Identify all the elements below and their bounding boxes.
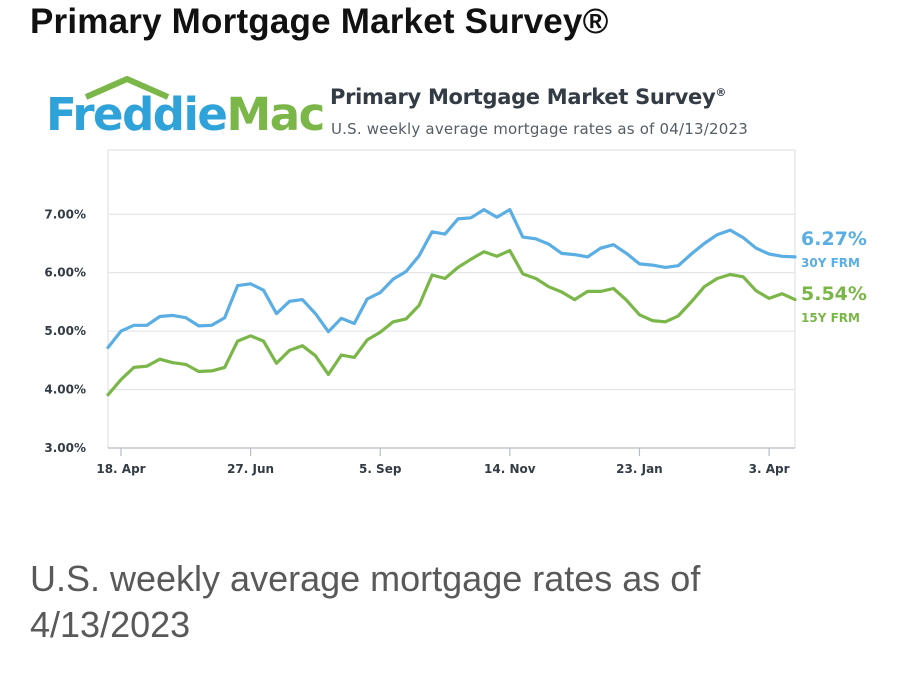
caption-line-1: U.S. weekly average mortgage rates as of	[30, 558, 701, 599]
series-line-0	[106, 208, 797, 350]
series-name: 15Y FRM	[801, 311, 860, 325]
x-tick-label: 5. Sep	[359, 462, 402, 476]
series-end-value: 6.27%	[801, 228, 867, 250]
x-tick-label: 14. Nov	[484, 462, 536, 476]
series-end-value: 5.54%	[801, 283, 867, 305]
page-title: Primary Mortgage Market Survey®	[30, 2, 609, 41]
registered-mark: ®	[715, 86, 727, 99]
x-tick-label: 3. Apr	[749, 462, 790, 476]
y-tick-label: 6.00%	[44, 266, 86, 280]
series-line-1	[106, 248, 797, 397]
series-name: 30Y FRM	[801, 256, 860, 270]
caption: U.S. weekly average mortgage rates as of…	[30, 556, 830, 648]
logo-wordmark: FreddieMac	[46, 88, 325, 141]
y-tick-label: 4.00%	[44, 383, 86, 397]
caption-line-2: 4/13/2023	[30, 604, 191, 645]
rates-chart: 3.00% 4.00% 5.00% 6.00% 7.00% 18. Apr 27. Jun 5…	[44, 149, 867, 476]
chart-title: Primary Mortgage Market Survey®	[330, 85, 727, 109]
house-roof-icon	[84, 76, 170, 100]
y-tick-label: 5.00%	[44, 324, 86, 338]
y-tick-label: 7.00%	[44, 207, 86, 221]
x-tick-label: 18. Apr	[96, 462, 145, 476]
chart-subtitle: U.S. weekly average mortgage rates as of…	[331, 120, 748, 138]
x-tick-label: 27. Jun	[227, 462, 274, 476]
y-tick-label: 3.00%	[44, 441, 86, 455]
freddie-mac-logo: FreddieMac	[46, 76, 325, 142]
x-tick-label: 23. Jan	[616, 462, 663, 476]
